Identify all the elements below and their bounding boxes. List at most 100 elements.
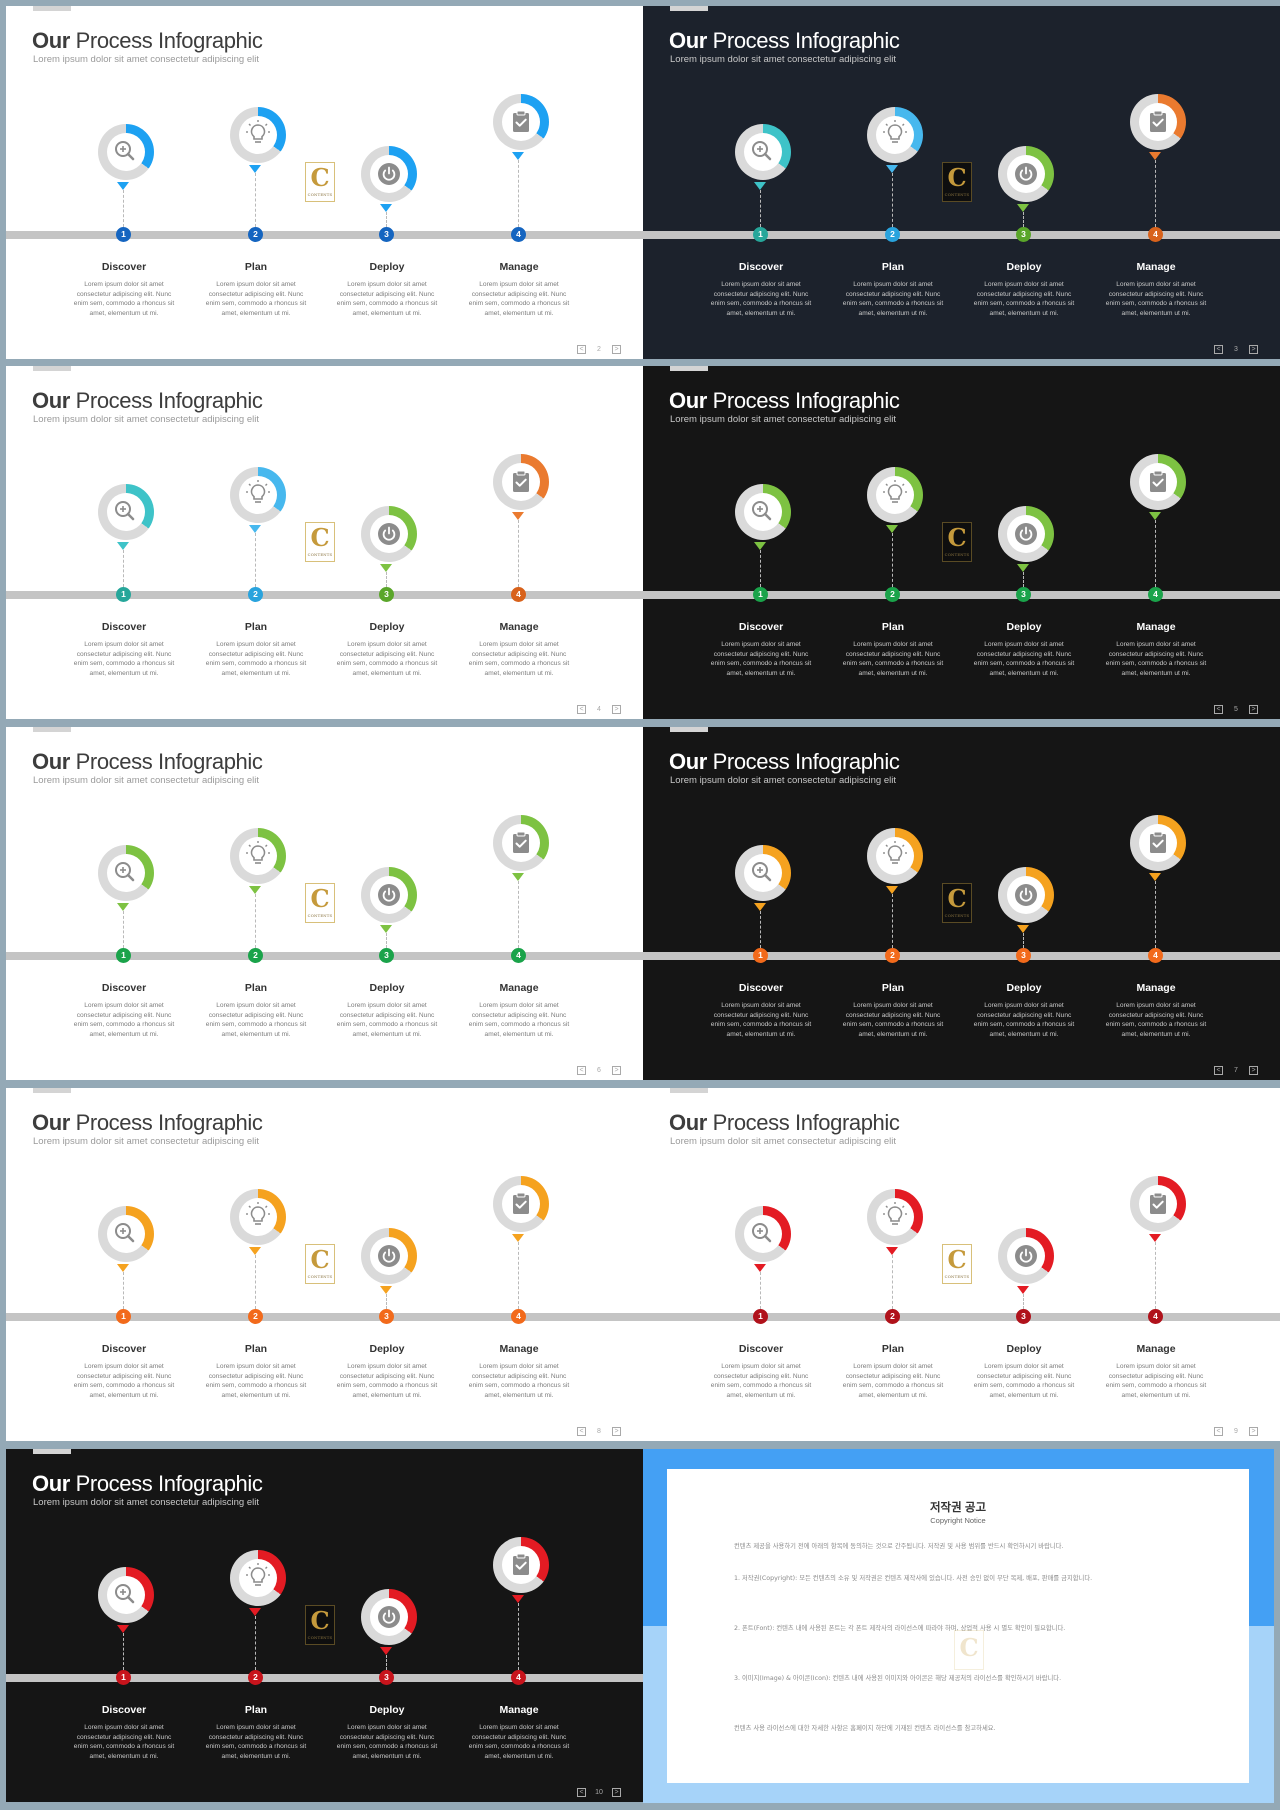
prev-slide-button[interactable]: < [1214, 1427, 1223, 1436]
connector-line [255, 173, 256, 227]
step-label: Plan [881, 621, 905, 633]
process-step-deploy: 3 Deploy Lorem ipsum dolor sit amet consec… [969, 6, 1079, 359]
next-slide-button[interactable]: > [1249, 1427, 1258, 1436]
pointer-triangle [886, 886, 898, 894]
prev-slide-button[interactable]: < [577, 345, 586, 354]
connector-line [892, 894, 893, 948]
title-rest: Process Infographic [69, 1471, 263, 1496]
pointer-triangle [512, 1234, 524, 1242]
next-slide-button[interactable]: > [1249, 345, 1258, 354]
next-slide-button[interactable]: > [1249, 705, 1258, 714]
step-number: 4 [511, 948, 526, 963]
step-description: Lorem ipsum dolor sit amet consectetur a… [710, 1363, 812, 1399]
timeline-track [6, 591, 643, 599]
slide: Our Process Infographic Lorem ipsum dolor… [643, 6, 1280, 359]
pointer-triangle [1017, 204, 1029, 212]
page-number: 6 [597, 1067, 601, 1074]
connector-line [386, 933, 387, 948]
process-step-plan: 2 Plan Lorem ipsum dolor sit amet consecte… [201, 727, 311, 1080]
step-description: Lorem ipsum dolor sit amet consectetur a… [842, 1002, 944, 1038]
connector-line [1023, 933, 1024, 948]
progress-ring [493, 1537, 549, 1593]
connector-line [892, 1255, 893, 1309]
connector-line [892, 533, 893, 587]
progress-ring [98, 484, 154, 540]
slide-title: Our Process Infographic [669, 28, 900, 54]
step-number: 1 [116, 1309, 131, 1324]
progress-ring [98, 1206, 154, 1262]
pointer-triangle [249, 1608, 261, 1616]
step-description: Lorem ipsum dolor sit amet consectetur a… [842, 641, 944, 677]
step-label: Discover [738, 621, 784, 633]
prev-slide-button[interactable]: < [1214, 1066, 1223, 1075]
ring-center [744, 1215, 782, 1253]
step-description: Lorem ipsum dolor sit amet consectetur a… [468, 1363, 570, 1399]
notice-paragraph: 3. 이미지(Image) & 아이콘(Icon): 컨텐츠 내에 사용된 이미… [734, 1675, 1062, 1682]
progress-ring [361, 1228, 417, 1284]
connector-line [255, 1255, 256, 1309]
step-number: 4 [1148, 587, 1163, 602]
slide-title: Our Process Infographic [32, 749, 263, 775]
title-rest: Process Infographic [69, 28, 263, 53]
watermark-logo: C CONTENTS [305, 162, 335, 202]
step-label: Discover [101, 1343, 147, 1355]
pointer-triangle [117, 182, 129, 190]
ring-center [239, 837, 277, 875]
progress-ring [230, 828, 286, 884]
title-bold: Our [669, 1110, 707, 1135]
logo-text: CONTENTS [944, 1274, 970, 1279]
process-step-discover: 1 Discover Lorem ipsum dolor sit amet cons… [69, 6, 179, 359]
step-label: Deploy [369, 621, 405, 633]
next-slide-button[interactable]: > [612, 345, 621, 354]
prev-slide-button[interactable]: < [577, 1427, 586, 1436]
watermark-logo: C CONTENTS [305, 1605, 335, 1645]
next-slide-button[interactable]: > [612, 1427, 621, 1436]
prev-slide-button[interactable]: < [577, 1788, 586, 1797]
process-step-plan: 2 Plan Lorem ipsum dolor sit amet consecte… [201, 6, 311, 359]
process-step-deploy: 3 Deploy Lorem ipsum dolor sit amet consec… [332, 6, 442, 359]
process-step-manage: 4 Manage Lorem ipsum dolor sit amet consec… [464, 727, 574, 1080]
pointer-triangle [886, 165, 898, 173]
step-description: Lorem ipsum dolor sit amet consectetur a… [1105, 281, 1207, 317]
title-rest: Process Infographic [706, 388, 900, 413]
process-step-deploy: 3 Deploy Lorem ipsum dolor sit amet consec… [332, 366, 442, 719]
step-description: Lorem ipsum dolor sit amet consectetur a… [336, 1724, 438, 1760]
process-step-manage: 4 Manage Lorem ipsum dolor sit amet consec… [464, 1088, 574, 1441]
ring-center [107, 1576, 145, 1614]
next-slide-button[interactable]: > [612, 1066, 621, 1075]
title-bold: Our [32, 1471, 70, 1496]
prev-slide-button[interactable]: < [577, 705, 586, 714]
prev-slide-button[interactable]: < [1214, 345, 1223, 354]
pointer-triangle [1017, 925, 1029, 933]
prev-slide-button[interactable]: < [1214, 705, 1223, 714]
page-number: 10 [595, 1789, 603, 1796]
prev-slide-button[interactable]: < [577, 1066, 586, 1075]
logo-letter: C [947, 163, 967, 192]
step-description: Lorem ipsum dolor sit amet consectetur a… [468, 1724, 570, 1760]
next-slide-button[interactable]: > [1249, 1066, 1258, 1075]
watermark-logo: C CONTENTS [942, 162, 972, 202]
next-slide-button[interactable]: > [612, 705, 621, 714]
watermark-logo: C CONTENTS [942, 1244, 972, 1284]
title-bold: Our [32, 28, 70, 53]
process-step-manage: 4 Manage Lorem ipsum dolor sit amet consec… [464, 366, 574, 719]
next-slide-button[interactable]: > [612, 1788, 621, 1797]
step-number: 2 [248, 1309, 263, 1324]
step-description: Lorem ipsum dolor sit amet consectetur a… [973, 1363, 1075, 1399]
pointer-triangle [380, 1286, 392, 1294]
notice-subtitle: Copyright Notice [930, 1516, 986, 1525]
step-number: 3 [379, 227, 394, 242]
ring-center [744, 854, 782, 892]
title-bold: Our [32, 749, 70, 774]
connector-line [123, 1272, 124, 1309]
step-number: 3 [1016, 948, 1031, 963]
step-description: Lorem ipsum dolor sit amet consectetur a… [336, 641, 438, 677]
watermark-logo: C CONTENTS [305, 883, 335, 923]
step-label: Discover [738, 261, 784, 273]
process-step-discover: 1 Discover Lorem ipsum dolor sit amet cons… [69, 366, 179, 719]
title-rest: Process Infographic [69, 749, 263, 774]
pointer-triangle [380, 925, 392, 933]
watermark-logo: C CONTENTS [305, 522, 335, 562]
logo-text: CONTENTS [307, 552, 333, 557]
logo-text: CONTENTS [944, 192, 970, 197]
